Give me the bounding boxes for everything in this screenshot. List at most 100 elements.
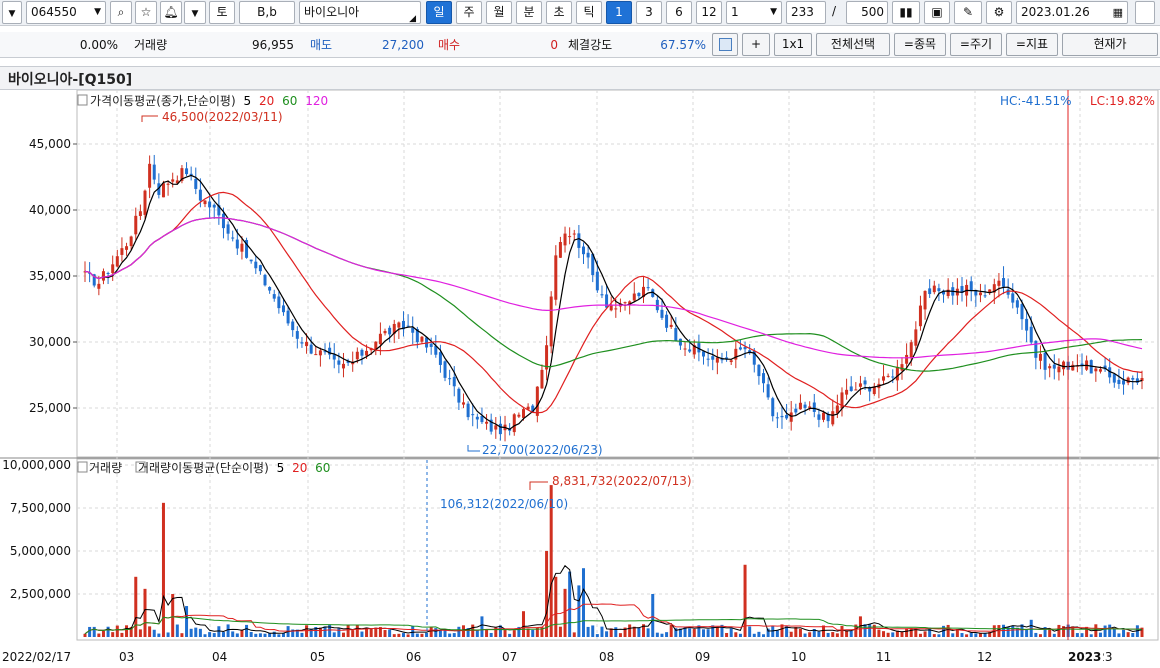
candle-body: [581, 246, 585, 255]
pen-icon: ✎: [962, 5, 974, 19]
number-1[interactable]: 1: [606, 1, 632, 24]
number-6[interactable]: 6: [666, 1, 692, 24]
candle-body: [101, 271, 105, 281]
period-setting-button[interactable]: =주기: [950, 33, 1002, 56]
candle-body: [900, 364, 904, 371]
volume-legend-toggle-icon[interactable]: [77, 461, 88, 473]
save-button[interactable]: ▣: [924, 1, 950, 24]
unit-select[interactable]: 1 ▼: [726, 1, 782, 24]
candle-body: [1089, 360, 1093, 374]
candle-body: [946, 289, 950, 297]
candle-body: [448, 378, 452, 380]
volume-bar: [1098, 632, 1102, 637]
bb-button[interactable]: B,b: [239, 1, 295, 24]
candle-body: [882, 376, 886, 381]
candle-body: [1057, 366, 1061, 373]
candle-body: [808, 406, 812, 408]
info-bar: 0.00% 거래량 96,955 매도 27,200 매수 0 체결강도 67.…: [0, 32, 1160, 58]
volume-bar: [277, 634, 281, 637]
settings-button[interactable]: ⚙: [986, 1, 1012, 24]
candle-body: [254, 261, 258, 269]
item-button[interactable]: =종목: [894, 33, 946, 56]
candle-body: [702, 351, 706, 357]
square-toggle-button[interactable]: [712, 33, 738, 56]
legend-toggle-icon[interactable]: [77, 94, 88, 106]
candle-body: [669, 324, 673, 327]
number-12[interactable]: 12: [696, 1, 722, 24]
x-tick-label: 06: [406, 650, 421, 664]
volume-bar: [272, 631, 276, 637]
volume-bar: [503, 629, 507, 637]
volume-plot-area[interactable]: [76, 458, 1159, 641]
candle-body: [171, 179, 175, 182]
period-day[interactable]: 일: [426, 1, 452, 24]
candle-body: [678, 338, 682, 346]
period-minute[interactable]: 분: [516, 1, 542, 24]
candle-body: [789, 412, 793, 422]
volume-bar: [101, 630, 105, 637]
volume-bar: [595, 634, 599, 637]
x-tick-label: 11: [876, 650, 891, 664]
volume-bar: [545, 551, 549, 637]
volume-bar: [554, 576, 558, 637]
candle-body: [328, 347, 332, 355]
number-3[interactable]: 3: [636, 1, 662, 24]
candle-body: [355, 351, 359, 360]
candle-type-button[interactable]: ▮▮: [892, 1, 920, 24]
volume-bar: [692, 629, 696, 637]
favorite-button[interactable]: ☆: [135, 1, 157, 24]
volume-bar: [974, 633, 978, 637]
volume-bar: [134, 576, 138, 637]
volume-bar: [725, 632, 729, 637]
period-week[interactable]: 주: [456, 1, 482, 24]
volume-ma-5-line: [84, 564, 1143, 635]
volume-bar: [775, 630, 779, 637]
volume-bar: [637, 627, 641, 637]
price-tick-label: 45,000: [29, 137, 71, 151]
candle-body: [406, 325, 410, 327]
stock-chart[interactable]: 03 04 05 06 07 08 09 10 11 12 2023 2022/02/17 45,000…: [0, 90, 1160, 668]
current-price-button[interactable]: 현재가: [1062, 33, 1158, 56]
pen-button[interactable]: ✎: [954, 1, 982, 24]
period-month[interactable]: 월: [486, 1, 512, 24]
menu-dropdown[interactable]: ▼: [2, 1, 22, 24]
stock-name-field[interactable]: 바이오니아 ◢: [299, 1, 421, 24]
volume-bar: [988, 632, 992, 637]
candle-body: [517, 414, 521, 417]
alert-dropdown[interactable]: ▼: [184, 1, 206, 24]
candle-body: [1117, 379, 1121, 385]
candle-body: [540, 369, 544, 389]
date-field[interactable]: 2023.01.26 ▦: [1016, 1, 1128, 24]
candle-body: [743, 347, 747, 350]
price-plot-area[interactable]: [76, 90, 1159, 458]
crosshair-year-label: 2023: [1068, 650, 1101, 664]
search-button[interactable]: ⌕: [110, 1, 132, 24]
stock-code-select[interactable]: 064550 ▼: [26, 1, 106, 24]
volume-bar: [475, 629, 479, 637]
volume-ma-legend-toggle-icon[interactable]: [135, 461, 146, 473]
to-button[interactable]: 토: [209, 1, 235, 24]
candle-body: [845, 389, 849, 395]
price-tick-label: 25,000: [29, 401, 71, 415]
volume-bar: [835, 633, 839, 637]
candle-body: [198, 189, 202, 201]
volume-bar: [295, 629, 299, 637]
layout-1x1-button[interactable]: 1x1: [774, 33, 812, 56]
x-tick-label: 03: [119, 650, 134, 664]
total-count-input[interactable]: 500: [846, 1, 888, 24]
plus-button[interactable]: +: [742, 33, 770, 56]
period-tick[interactable]: 틱: [576, 1, 602, 24]
alert-button[interactable]: 🔔︎: [160, 1, 182, 24]
count-input[interactable]: 233: [786, 1, 826, 24]
select-all-button[interactable]: 전체선택: [816, 33, 890, 56]
period-second[interactable]: 초: [546, 1, 572, 24]
candle-body: [960, 286, 964, 293]
candle-body: [240, 243, 244, 252]
volume-bar: [152, 629, 156, 637]
option-checkbox[interactable]: [1135, 1, 1155, 24]
volume-bar: [254, 633, 258, 637]
volume-bar: [305, 625, 309, 637]
volume-bar: [715, 627, 719, 637]
volume-value: 96,955: [252, 38, 294, 52]
indicator-button[interactable]: =지표: [1006, 33, 1058, 56]
